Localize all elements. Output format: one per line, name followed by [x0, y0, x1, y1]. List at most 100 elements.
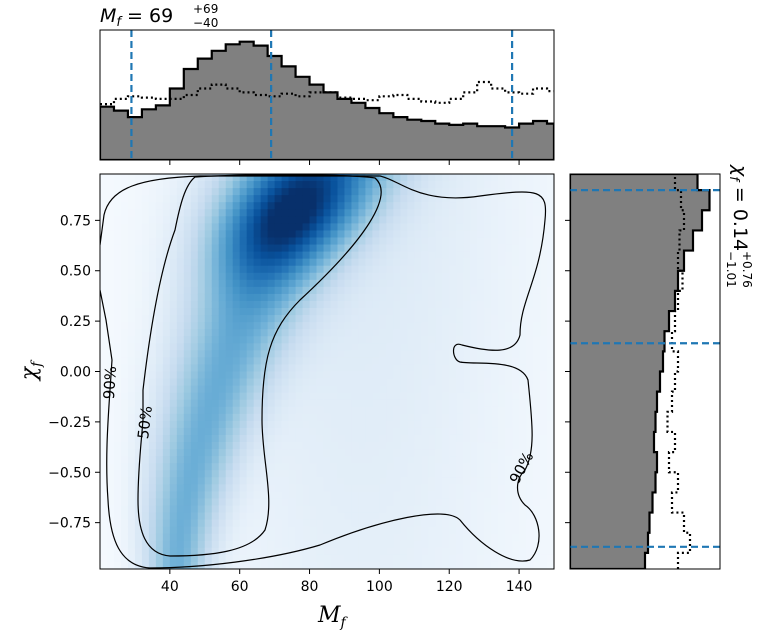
- heatmap-cell: [239, 329, 248, 337]
- heatmap-cell: [100, 554, 108, 563]
- heatmap-cell: [295, 174, 304, 182]
- heatmap-cell: [414, 420, 422, 429]
- heatmap-cell: [512, 512, 520, 521]
- heatmap-cell: [428, 498, 436, 507]
- heatmap-cell: [141, 279, 150, 288]
- heatmap-cell: [407, 378, 415, 387]
- heatmap-cell: [540, 343, 548, 351]
- heatmap-cell: [442, 286, 450, 295]
- heatmap-cell: [183, 216, 192, 224]
- heatmap-cell: [379, 526, 387, 535]
- heatmap-cell: [225, 258, 234, 267]
- heatmap-cell: [260, 427, 269, 436]
- heatmap-cell: [400, 371, 408, 380]
- heatmap-cell: [456, 216, 464, 224]
- heatmap-cell: [281, 392, 290, 401]
- heatmap-cell: [372, 209, 380, 217]
- heatmap-cell: [183, 195, 192, 203]
- heatmap-cell: [407, 258, 415, 267]
- heatmap-cell: [127, 378, 136, 387]
- heatmap-cell: [302, 315, 311, 323]
- heatmap-cell: [393, 413, 401, 422]
- heatmap-cell: [386, 449, 394, 457]
- heatmap-cell: [106, 315, 115, 323]
- heatmap-cell: [267, 223, 276, 232]
- heatmap-cell: [288, 265, 297, 274]
- heatmap-cell: [351, 237, 360, 246]
- heatmap-cell: [267, 350, 276, 358]
- heatmap-cell: [288, 223, 297, 232]
- heatmap-cell: [505, 427, 513, 436]
- heatmap-cell: [358, 286, 367, 295]
- heatmap-cell: [309, 336, 318, 344]
- heatmap-cell: [533, 477, 541, 485]
- heatmap-cell: [547, 420, 554, 429]
- heatmap-cell: [470, 554, 478, 563]
- heatmap-cell: [351, 498, 360, 507]
- heatmap-cell: [274, 484, 283, 493]
- heatmap-cell: [337, 385, 346, 394]
- heatmap-cell: [281, 237, 290, 246]
- heatmap-cell: [491, 300, 499, 309]
- heatmap-cell: [491, 561, 499, 569]
- heatmap-cell: [253, 491, 262, 500]
- heatmap-cell: [141, 554, 150, 563]
- heatmap-cell: [253, 498, 262, 507]
- heatmap-cell: [442, 519, 450, 528]
- heatmap-cell: [505, 371, 513, 380]
- heatmap-cell: [344, 378, 353, 387]
- heatmap-cell: [365, 512, 373, 521]
- y-title-plus: +0.76: [740, 251, 754, 288]
- heatmap-cell: [190, 195, 199, 203]
- heatmap-cell: [288, 293, 297, 302]
- heatmap-cell: [414, 477, 422, 485]
- heatmap-cell: [358, 336, 367, 344]
- heatmap-cell: [491, 322, 499, 330]
- heatmap-cell: [344, 202, 353, 210]
- heatmap-cell: [141, 209, 150, 217]
- heatmap-cell: [351, 279, 360, 288]
- heatmap-cell: [498, 202, 506, 210]
- heatmap-cell: [505, 315, 513, 323]
- heatmap-cell: [512, 237, 520, 246]
- heatmap-cell: [274, 209, 283, 217]
- heatmap-cell: [540, 258, 548, 267]
- heatmap-cell: [253, 420, 262, 429]
- heatmap-cell: [386, 427, 394, 436]
- heatmap-cell: [512, 484, 520, 493]
- heatmap-cell: [379, 561, 387, 569]
- heatmap-cell: [120, 286, 129, 295]
- heatmap-cell: [540, 533, 548, 542]
- heatmap-cell: [393, 237, 401, 246]
- heatmap-cell: [148, 251, 157, 260]
- heatmap-cell: [526, 512, 534, 521]
- heatmap-cell: [155, 300, 164, 309]
- heatmap-cell: [512, 300, 520, 309]
- heatmap-cell: [127, 265, 136, 274]
- heatmap-cell: [239, 195, 248, 203]
- heatmap-cell: [120, 244, 129, 253]
- heatmap-cell: [491, 526, 499, 535]
- heatmap-cell: [456, 540, 464, 549]
- heatmap-cell: [204, 188, 213, 196]
- heatmap-cell: [421, 434, 429, 443]
- heatmap-cell: [232, 519, 241, 528]
- heatmap-cell: [169, 456, 178, 464]
- heatmap-cell: [456, 279, 464, 288]
- heatmap-cell: [127, 533, 136, 542]
- heatmap-cell: [148, 244, 157, 253]
- heatmap-cell: [218, 251, 227, 260]
- heatmap-cell: [155, 258, 164, 267]
- heatmap-cell: [113, 315, 122, 323]
- heatmap-cell: [456, 463, 464, 471]
- heatmap-cell: [141, 272, 150, 281]
- heatmap-cell: [295, 251, 304, 260]
- heatmap-cell: [421, 491, 429, 500]
- heatmap-cell: [400, 286, 408, 295]
- heatmap-cell: [407, 195, 415, 203]
- heatmap-cell: [148, 463, 157, 471]
- heatmap-cell: [197, 463, 206, 471]
- heatmap-cell: [498, 293, 506, 302]
- heatmap-cell: [463, 519, 471, 528]
- heatmap-cell: [309, 547, 318, 556]
